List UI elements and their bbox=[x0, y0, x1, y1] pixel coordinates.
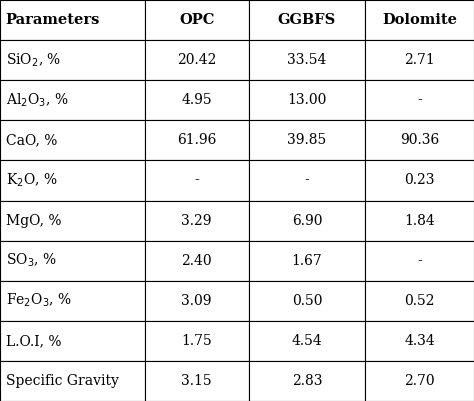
Bar bbox=[365, 281, 474, 321]
Bar bbox=[0, 281, 145, 321]
Text: CaO, %: CaO, % bbox=[6, 134, 57, 147]
Text: MgO, %: MgO, % bbox=[6, 214, 61, 227]
Bar bbox=[249, 160, 365, 200]
Text: 39.85: 39.85 bbox=[287, 134, 327, 147]
Text: 4.95: 4.95 bbox=[182, 93, 212, 107]
Bar bbox=[0, 160, 145, 200]
Bar bbox=[365, 241, 474, 281]
Text: SO$_3$, %: SO$_3$, % bbox=[6, 252, 56, 269]
Bar bbox=[249, 361, 365, 401]
Text: 1.75: 1.75 bbox=[182, 334, 212, 348]
Bar bbox=[145, 120, 249, 160]
Bar bbox=[145, 200, 249, 241]
Text: 1.84: 1.84 bbox=[404, 214, 435, 227]
Text: 4.34: 4.34 bbox=[404, 334, 435, 348]
Text: Specific Gravity: Specific Gravity bbox=[6, 374, 118, 388]
Text: GGBFS: GGBFS bbox=[278, 13, 336, 27]
Text: Fe$_2$O$_3$, %: Fe$_2$O$_3$, % bbox=[6, 292, 72, 310]
Bar bbox=[145, 361, 249, 401]
Text: 61.96: 61.96 bbox=[177, 134, 217, 147]
Text: 20.42: 20.42 bbox=[177, 53, 217, 67]
Bar bbox=[249, 321, 365, 361]
Bar bbox=[365, 120, 474, 160]
Text: 0.23: 0.23 bbox=[404, 174, 435, 187]
Text: 4.54: 4.54 bbox=[292, 334, 322, 348]
Text: -: - bbox=[304, 174, 310, 187]
Bar bbox=[249, 40, 365, 80]
Text: 33.54: 33.54 bbox=[287, 53, 327, 67]
Bar bbox=[145, 241, 249, 281]
Bar bbox=[365, 0, 474, 40]
Bar bbox=[0, 120, 145, 160]
Bar bbox=[249, 241, 365, 281]
Text: 13.00: 13.00 bbox=[287, 93, 327, 107]
Bar bbox=[249, 200, 365, 241]
Bar bbox=[365, 361, 474, 401]
Text: 1.67: 1.67 bbox=[292, 254, 322, 267]
Bar bbox=[145, 40, 249, 80]
Bar bbox=[0, 200, 145, 241]
Bar bbox=[249, 80, 365, 120]
Text: K$_2$O, %: K$_2$O, % bbox=[6, 172, 57, 189]
Bar bbox=[365, 200, 474, 241]
Bar bbox=[365, 321, 474, 361]
Text: L.O.I, %: L.O.I, % bbox=[6, 334, 61, 348]
Text: 2.70: 2.70 bbox=[404, 374, 435, 388]
Text: 0.52: 0.52 bbox=[404, 294, 435, 308]
Text: SiO$_2$, %: SiO$_2$, % bbox=[6, 51, 61, 69]
Text: 90.36: 90.36 bbox=[400, 134, 439, 147]
Bar bbox=[145, 80, 249, 120]
Text: OPC: OPC bbox=[179, 13, 214, 27]
Bar bbox=[249, 120, 365, 160]
Text: 2.71: 2.71 bbox=[404, 53, 435, 67]
Text: 3.29: 3.29 bbox=[182, 214, 212, 227]
Text: -: - bbox=[417, 254, 422, 267]
Bar bbox=[365, 40, 474, 80]
Text: -: - bbox=[194, 174, 199, 187]
Bar bbox=[365, 80, 474, 120]
Bar bbox=[0, 321, 145, 361]
Text: 3.15: 3.15 bbox=[182, 374, 212, 388]
Bar bbox=[249, 0, 365, 40]
Bar bbox=[0, 40, 145, 80]
Text: Al$_2$O$_3$, %: Al$_2$O$_3$, % bbox=[6, 91, 68, 109]
Bar bbox=[0, 361, 145, 401]
Text: Dolomite: Dolomite bbox=[382, 13, 457, 27]
Text: 0.50: 0.50 bbox=[292, 294, 322, 308]
Bar bbox=[145, 321, 249, 361]
Bar bbox=[365, 160, 474, 200]
Text: -: - bbox=[417, 93, 422, 107]
Bar bbox=[145, 160, 249, 200]
Text: 3.09: 3.09 bbox=[182, 294, 212, 308]
Text: Parameters: Parameters bbox=[6, 13, 100, 27]
Text: 2.40: 2.40 bbox=[182, 254, 212, 267]
Bar bbox=[145, 0, 249, 40]
Bar bbox=[145, 281, 249, 321]
Bar bbox=[0, 80, 145, 120]
Text: 2.83: 2.83 bbox=[292, 374, 322, 388]
Bar bbox=[0, 0, 145, 40]
Text: 6.90: 6.90 bbox=[292, 214, 322, 227]
Bar bbox=[249, 281, 365, 321]
Bar bbox=[0, 241, 145, 281]
